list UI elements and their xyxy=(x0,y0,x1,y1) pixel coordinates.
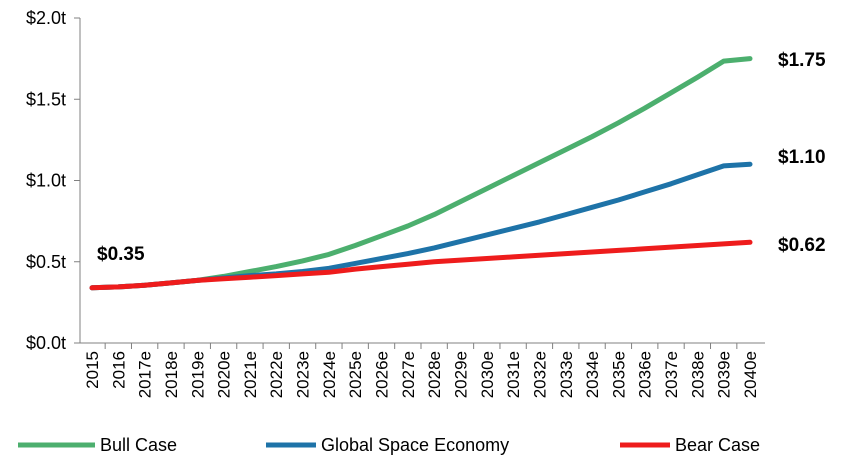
series-lines xyxy=(89,56,753,291)
x-tick-label: 2031e xyxy=(504,351,523,398)
x-tick-label: 2040e xyxy=(741,351,760,398)
x-tick-label: 2030e xyxy=(478,351,497,398)
x-tick-label: 2037e xyxy=(662,351,681,398)
x-tick-label: 2015 xyxy=(83,351,102,389)
y-tick-label: $0.0t xyxy=(26,333,66,353)
x-tick-label: 2038e xyxy=(688,351,707,398)
x-tick-label: 2016 xyxy=(109,351,128,389)
series-line-bear-case xyxy=(89,239,753,291)
x-tick-label: 2021e xyxy=(241,351,260,398)
data-label: $1.10 xyxy=(778,147,826,168)
x-tick-label: 2029e xyxy=(451,351,470,398)
x-tick-label: 2017e xyxy=(136,351,155,398)
y-tick-label: $1.5t xyxy=(26,89,66,109)
x-tick-label: 2035e xyxy=(609,351,628,398)
x-tick-label: 2039e xyxy=(715,351,734,398)
x-tick-label: 2028e xyxy=(425,351,444,398)
x-tick-label: 2032e xyxy=(530,351,549,398)
legend-label-bear-case: Bear Case xyxy=(675,435,760,455)
series-line-bull-case xyxy=(89,56,753,291)
x-tick-label: 2027e xyxy=(399,351,418,398)
y-tick-label: $0.5t xyxy=(26,252,66,272)
x-tick-label: 2023e xyxy=(294,351,313,398)
x-tick-label: 2036e xyxy=(636,351,655,398)
y-tick-label: $2.0t xyxy=(26,8,66,28)
y-tick-label: $1.0t xyxy=(26,171,66,191)
series-line-global-space-economy xyxy=(89,161,753,291)
x-tick-label: 2033e xyxy=(557,351,576,398)
data-label: $0.62 xyxy=(778,235,826,256)
legend-label-bull-case: Bull Case xyxy=(100,435,177,455)
annotations: $0.35 $1.75 $1.10 $0.62 xyxy=(97,50,826,265)
x-tick-label: 2024e xyxy=(320,351,339,398)
x-tick-label: 2018e xyxy=(162,351,181,398)
x-tick-label: 2025e xyxy=(346,351,365,398)
legend-label-global-space-economy: Global Space Economy xyxy=(321,435,509,455)
x-tick-label: 2026e xyxy=(373,351,392,398)
x-tick-label: 2019e xyxy=(188,351,207,398)
x-tick-label: 2034e xyxy=(583,351,602,398)
data-label: $0.35 xyxy=(97,244,145,265)
x-tick-label: 2022e xyxy=(267,351,286,398)
x-tick-label: 2020e xyxy=(215,351,234,398)
axes: $0.0t $0.5t $1.0t $1.5t $2.0t 2015 2016 2017e 20… xyxy=(26,8,765,398)
legend: Bull Case Global Space Economy Bear Case xyxy=(18,435,760,455)
data-label: $1.75 xyxy=(778,50,826,71)
